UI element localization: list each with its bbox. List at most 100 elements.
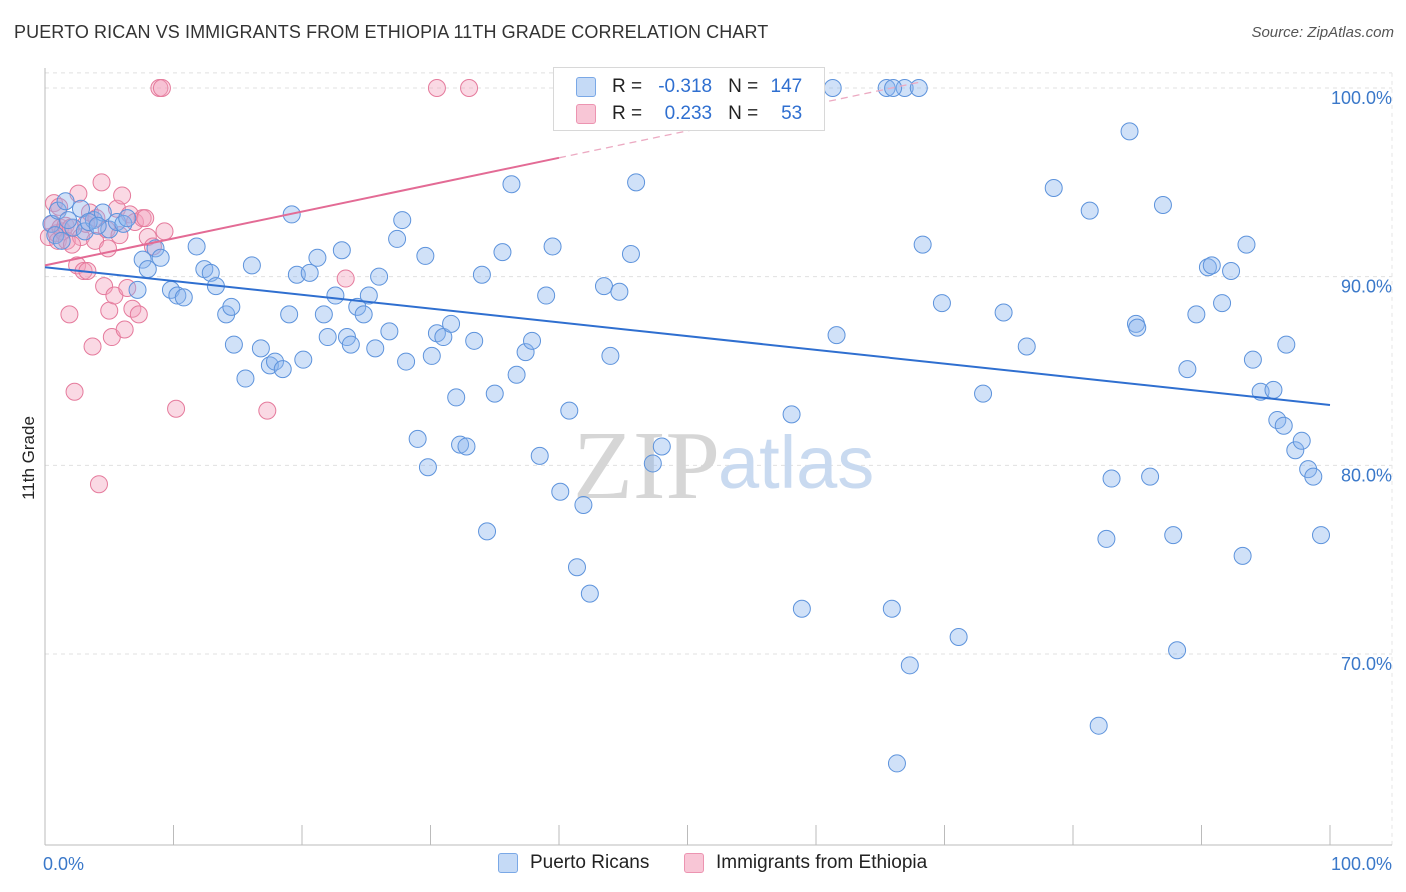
puerto-rican-point bbox=[652, 437, 671, 456]
x-tick-label: 100.0% bbox=[1331, 854, 1392, 874]
legend-n-value: 53 bbox=[781, 103, 803, 124]
puerto-rican-point bbox=[442, 314, 461, 333]
puerto-rican-point bbox=[1233, 546, 1252, 565]
puerto-rican-point bbox=[1164, 526, 1183, 545]
legend-n-label: N = bbox=[728, 76, 759, 97]
puerto-rican-point bbox=[643, 454, 662, 473]
y-tick-label: 70.0% bbox=[1341, 654, 1392, 674]
y-axis-label: 11th Grade bbox=[19, 416, 38, 500]
puerto-rican-point bbox=[1304, 467, 1323, 486]
legend-row-ethiopia: R = 0.233 N = 53 bbox=[576, 102, 802, 126]
axes bbox=[44, 68, 1392, 846]
ethiopia-point bbox=[155, 222, 174, 241]
puerto-rican-point bbox=[1120, 122, 1139, 141]
puerto-rican-point bbox=[1168, 641, 1187, 660]
y-tick-label: 90.0% bbox=[1341, 277, 1392, 297]
puerto-rican-point bbox=[1237, 235, 1256, 254]
trend-line-puerto-ricans bbox=[44, 266, 1331, 406]
puerto-rican-point bbox=[300, 263, 319, 282]
x-tick-label: 0.0% bbox=[43, 854, 84, 874]
puerto-rican-point bbox=[308, 248, 327, 267]
legend-swatch-blue bbox=[498, 853, 518, 873]
ethiopia-point bbox=[129, 305, 148, 324]
stats-legend: R = -0.318 N = 147 R = 0.233 N = 53 bbox=[553, 67, 825, 131]
legend-swatch-pink bbox=[576, 104, 596, 124]
puerto-rican-point bbox=[601, 346, 620, 365]
puerto-rican-point bbox=[201, 263, 220, 282]
puerto-rican-point bbox=[551, 482, 570, 501]
ethiopia-point bbox=[427, 79, 446, 97]
puerto-rican-point bbox=[236, 369, 255, 388]
puerto-rican-point bbox=[827, 326, 846, 345]
puerto-rican-point bbox=[465, 331, 484, 350]
puerto-rican-point bbox=[537, 286, 556, 305]
ethiopia-point bbox=[113, 186, 132, 205]
puerto-rican-point bbox=[1141, 467, 1160, 486]
puerto-rican-point bbox=[949, 628, 968, 647]
puerto-rican-point bbox=[1080, 201, 1099, 220]
legend-row-puerto-ricans: R = -0.318 N = 147 bbox=[576, 75, 802, 99]
puerto-rican-point bbox=[782, 405, 801, 424]
puerto-rican-point bbox=[887, 754, 906, 773]
puerto-rican-point bbox=[222, 297, 241, 316]
puerto-rican-point bbox=[457, 437, 476, 456]
puerto-rican-point bbox=[332, 241, 351, 260]
puerto-rican-point bbox=[326, 286, 345, 305]
puerto-rican-point bbox=[913, 235, 932, 254]
puerto-rican-point bbox=[1286, 441, 1305, 460]
puerto-rican-point bbox=[627, 173, 646, 192]
ethiopia-point bbox=[89, 475, 108, 494]
puerto-rican-point bbox=[408, 429, 427, 448]
puerto-rican-point bbox=[1264, 380, 1283, 399]
puerto-rican-point bbox=[100, 220, 119, 239]
puerto-rican-point bbox=[348, 297, 367, 316]
puerto-rican-point bbox=[318, 328, 337, 347]
puerto-rican-point bbox=[280, 305, 299, 324]
ethiopia-point bbox=[336, 269, 355, 288]
series-legend-puerto-ricans[interactable]: Puerto Ricans bbox=[498, 852, 649, 874]
ethiopia-point bbox=[100, 301, 119, 320]
y-tick-label: 100.0% bbox=[1331, 88, 1392, 108]
puerto-rican-point bbox=[1017, 337, 1036, 356]
puerto-rican-point bbox=[52, 231, 71, 250]
puerto-rican-point bbox=[567, 558, 586, 577]
puerto-rican-point bbox=[434, 328, 453, 347]
puerto-rican-point bbox=[1097, 529, 1116, 548]
legend-swatch-pink bbox=[684, 853, 704, 873]
puerto-rican-point bbox=[792, 599, 811, 618]
puerto-rican-point bbox=[1292, 431, 1311, 450]
puerto-rican-point bbox=[133, 250, 152, 269]
puerto-rican-point bbox=[397, 352, 416, 371]
puerto-rican-point bbox=[79, 212, 98, 231]
puerto-rican-point bbox=[393, 211, 412, 230]
series-legend-ethiopia[interactable]: Immigrants from Ethiopia bbox=[684, 852, 927, 874]
ethiopia-point bbox=[60, 305, 79, 324]
puerto-rican-point bbox=[151, 248, 170, 267]
puerto-rican-point bbox=[56, 192, 75, 211]
puerto-rican-point bbox=[507, 365, 526, 384]
gridlines bbox=[45, 72, 1393, 845]
puerto-rican-point bbox=[447, 388, 466, 407]
puerto-rican-point bbox=[314, 305, 333, 324]
puerto-rican-point bbox=[1202, 256, 1221, 275]
puerto-rican-point bbox=[932, 294, 951, 313]
puerto-rican-point bbox=[523, 331, 542, 350]
puerto-rican-point bbox=[560, 401, 579, 420]
puerto-rican-point bbox=[418, 458, 437, 477]
puerto-rican-point bbox=[994, 303, 1013, 322]
ethiopia-point bbox=[460, 79, 479, 97]
legend-r-value: -0.318 bbox=[658, 76, 713, 97]
puerto-rican-point bbox=[359, 286, 378, 305]
puerto-rican-point bbox=[48, 201, 67, 220]
puerto-rican-point bbox=[1222, 262, 1241, 281]
series-legend: Puerto Ricans Immigrants from Ethiopia bbox=[0, 852, 1406, 878]
puerto-rican-point bbox=[1243, 350, 1262, 369]
puerto-rican-point bbox=[574, 495, 593, 514]
ethiopia-point bbox=[83, 337, 102, 356]
puerto-rican-point bbox=[416, 246, 435, 265]
ethiopia-points bbox=[39, 79, 479, 494]
series-legend-label: Immigrants from Ethiopia bbox=[716, 852, 928, 873]
ethiopia-point bbox=[167, 399, 186, 418]
legend-n-label: N = bbox=[728, 103, 759, 124]
puerto-rican-point bbox=[530, 446, 549, 465]
